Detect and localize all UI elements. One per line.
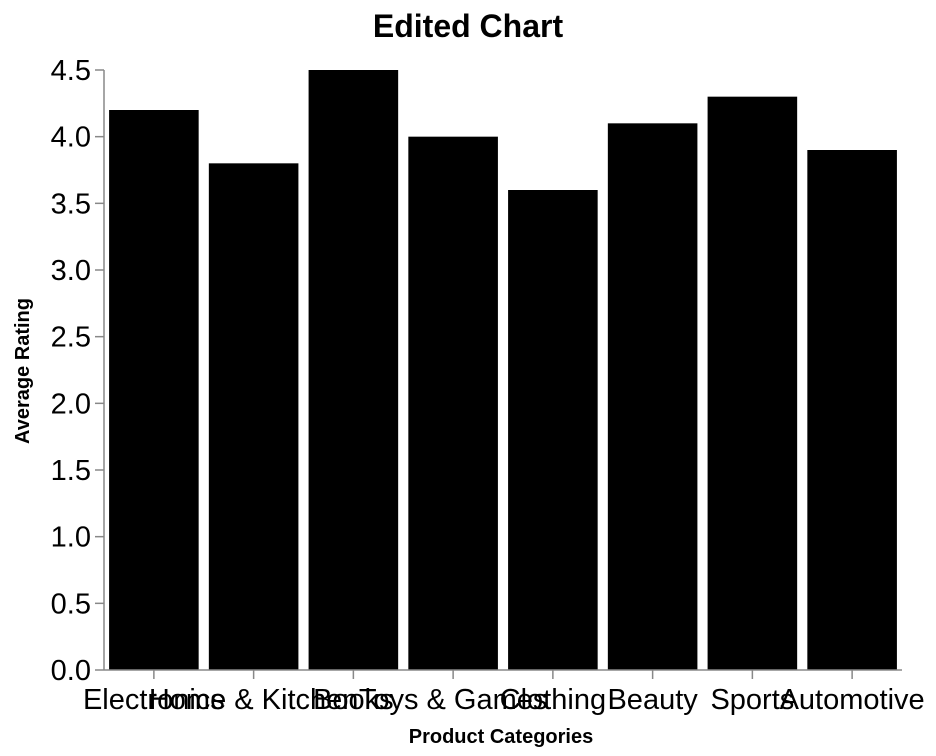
- x-tick-label: Toys & Games: [359, 684, 548, 716]
- bar-automotive: [807, 150, 897, 670]
- y-tick-label: 1.0: [51, 522, 91, 554]
- y-tick-label: 2.0: [51, 388, 91, 420]
- bar-books: [308, 70, 399, 670]
- y-tick-label: 2.5: [51, 322, 91, 354]
- y-tick-label: 1.5: [51, 455, 91, 487]
- x-axis-title: Product Categories: [409, 726, 593, 748]
- y-tick-label: 0.0: [51, 655, 91, 687]
- y-tick-label: 0.5: [51, 588, 91, 620]
- y-tick-label: 3.0: [51, 255, 91, 287]
- x-tick-label: Sports: [710, 684, 794, 716]
- y-tick-label: 4.0: [51, 122, 91, 154]
- bars-group: [109, 70, 897, 671]
- x-tick-label: Beauty: [607, 684, 698, 716]
- y-axis: 0.0 0.5 1.0 1.5 2.0 2.5 3.0 3.5 4.0 4.5: [51, 55, 105, 687]
- x-tick-label: Electronics: [83, 684, 225, 716]
- y-tick-label: 4.5: [51, 55, 91, 87]
- chart-title: Edited Chart: [373, 8, 564, 44]
- x-tick-label: Clothing: [500, 684, 606, 716]
- y-tick-label: 3.5: [51, 188, 91, 220]
- x-tick-label: Home & Kitchen: [149, 684, 359, 716]
- bar-sports: [707, 96, 798, 670]
- x-tick-label: Books: [313, 684, 394, 716]
- bar-clothing: [508, 190, 598, 670]
- bar-beauty: [607, 123, 698, 671]
- x-tick-label: Automotive: [780, 684, 925, 716]
- y-axis-title: Average Rating: [12, 298, 34, 444]
- bar-home-kitchen: [208, 163, 299, 671]
- bar-toys-games: [408, 136, 498, 670]
- bar-electronics: [109, 110, 199, 670]
